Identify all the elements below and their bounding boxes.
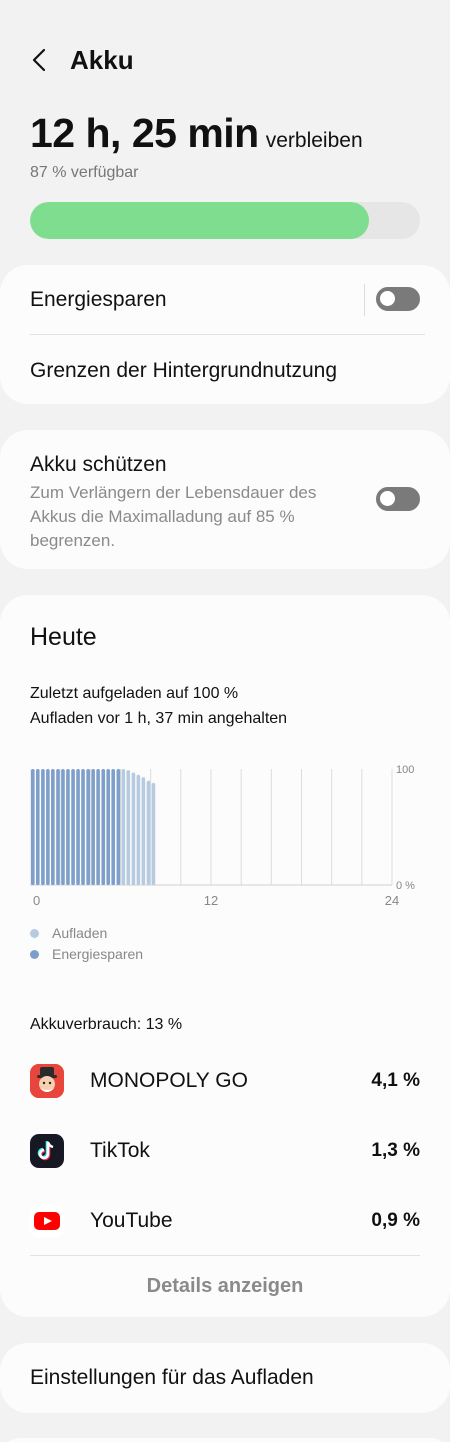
chart-bar [132,772,136,885]
chart-bar [46,769,50,885]
background-limits-label: Grenzen der Hintergrundnutzung [30,359,337,383]
chart-bar [96,769,100,885]
chart-bar [152,783,156,885]
app-name: MONOPOLY GO [90,1069,371,1093]
chart-bar [106,769,110,885]
chart-bar [126,770,130,885]
app-name: YouTube [90,1209,371,1233]
background-limits-row[interactable]: Grenzen der Hintergrundnutzung [30,351,420,391]
charge-info: Zuletzt aufgeladen auf 100 % Aufladen vo… [30,681,287,731]
divider [30,1255,420,1256]
chart-bar [56,769,60,885]
app-usage-percent: 1,3 % [371,1140,420,1162]
charging-stopped-text: Aufladen vor 1 h, 37 min angehalten [30,706,287,731]
remaining-time-suffix: verbleiben [266,129,363,153]
chart-bar [41,769,45,885]
chart-x-tick-label: 24 [385,893,399,908]
legend-energy-saving-label: Energiesparen [52,946,143,962]
remaining-time-value: 12 h, 25 min [30,110,259,157]
available-percent: 87 % verfügbar [30,164,139,182]
app-row-youtube[interactable]: YouTube 0,9 % [30,1201,420,1241]
chart-bar [122,769,126,885]
header: Akku [28,40,134,80]
today-card: Heute Zuletzt aufgeladen auf 100 % Aufla… [0,595,450,1317]
row-separator [364,284,365,316]
battery-usage-label: Akkuverbrauch: 13 % [30,1016,182,1034]
remaining-time: 12 h, 25 min verbleiben [30,110,363,157]
app-row-tiktok[interactable]: TikTok 1,3 % [30,1131,420,1171]
chart-bar [61,769,65,885]
app-usage-percent: 4,1 % [371,1070,420,1092]
chart-bar [71,769,75,885]
chart-bar [101,769,105,885]
protect-battery-text: Akku schützen Zum Verlängern der Lebensd… [30,452,316,553]
protect-battery-title: Akku schützen [30,452,316,478]
chart-y-tick-label: 100 [396,764,414,776]
chart-bar [86,769,90,885]
app-row-monopoly-go[interactable]: MONOPOLY GO 4,1 % [30,1061,420,1101]
battery-usage-chart: 100 0 % 0 12 24 [30,755,430,920]
power-settings-card: Energiesparen Grenzen der Hintergrundnut… [0,265,450,404]
chart-bar [51,769,55,885]
legend-charging-dot [30,929,39,938]
chart-bar [117,769,121,885]
last-charged-text: Zuletzt aufgeladen auf 100 % [30,681,287,706]
youtube-icon [30,1204,64,1238]
charging-settings-card[interactable]: Einstellungen für das Aufladen [0,1343,450,1413]
protect-battery-card[interactable]: Akku schützen Zum Verlängern der Lebensd… [0,430,450,569]
chart-bar [91,769,95,885]
tiktok-icon [30,1134,64,1168]
page-title: Akku [70,45,134,76]
chart-bar [31,769,35,885]
chart-x-tick-label: 0 [33,893,40,908]
next-card [0,1438,450,1442]
battery-usage-chart-svg: 100 0 % 0 12 24 [30,755,430,915]
protect-battery-description-line: Akkus die Maximalladung auf 85 % [30,505,316,529]
charging-settings-label: Einstellungen für das Aufladen [30,1366,314,1390]
legend-energy-saving: Energiesparen [30,946,143,962]
power-saving-label: Energiesparen [30,288,167,312]
divider [30,334,425,335]
app-usage-percent: 0,9 % [371,1210,420,1232]
legend-energy-saving-dot [30,950,39,959]
power-saving-toggle[interactable] [376,287,420,311]
chart-bar [142,777,146,885]
protect-battery-description-line: Zum Verlängern der Lebensdauer des [30,481,316,505]
power-saving-row[interactable]: Energiesparen [30,280,420,320]
details-button[interactable]: Details anzeigen [0,1275,450,1298]
legend-charging-label: Aufladen [52,925,107,941]
app-name: TikTok [90,1139,371,1163]
monopoly-go-icon [30,1064,64,1098]
chart-bar [66,769,70,885]
chart-bar [81,769,85,885]
chart-bar [36,769,40,885]
battery-level-fill [30,202,369,239]
chart-bar [76,769,80,885]
protect-battery-toggle[interactable] [376,487,420,511]
chart-bar [111,769,115,885]
battery-level-bar [30,202,420,239]
charging-settings-row[interactable]: Einstellungen für das Aufladen [30,1358,420,1398]
chart-y-tick-label: 0 % [396,880,415,892]
chart-bar [137,775,141,885]
today-title: Heute [30,623,97,652]
legend-charging: Aufladen [30,925,107,941]
chart-x-tick-label: 12 [204,893,218,908]
back-arrow-icon[interactable] [28,40,50,80]
protect-battery-description-line: begrenzen. [30,529,316,553]
chart-bar [147,781,151,885]
